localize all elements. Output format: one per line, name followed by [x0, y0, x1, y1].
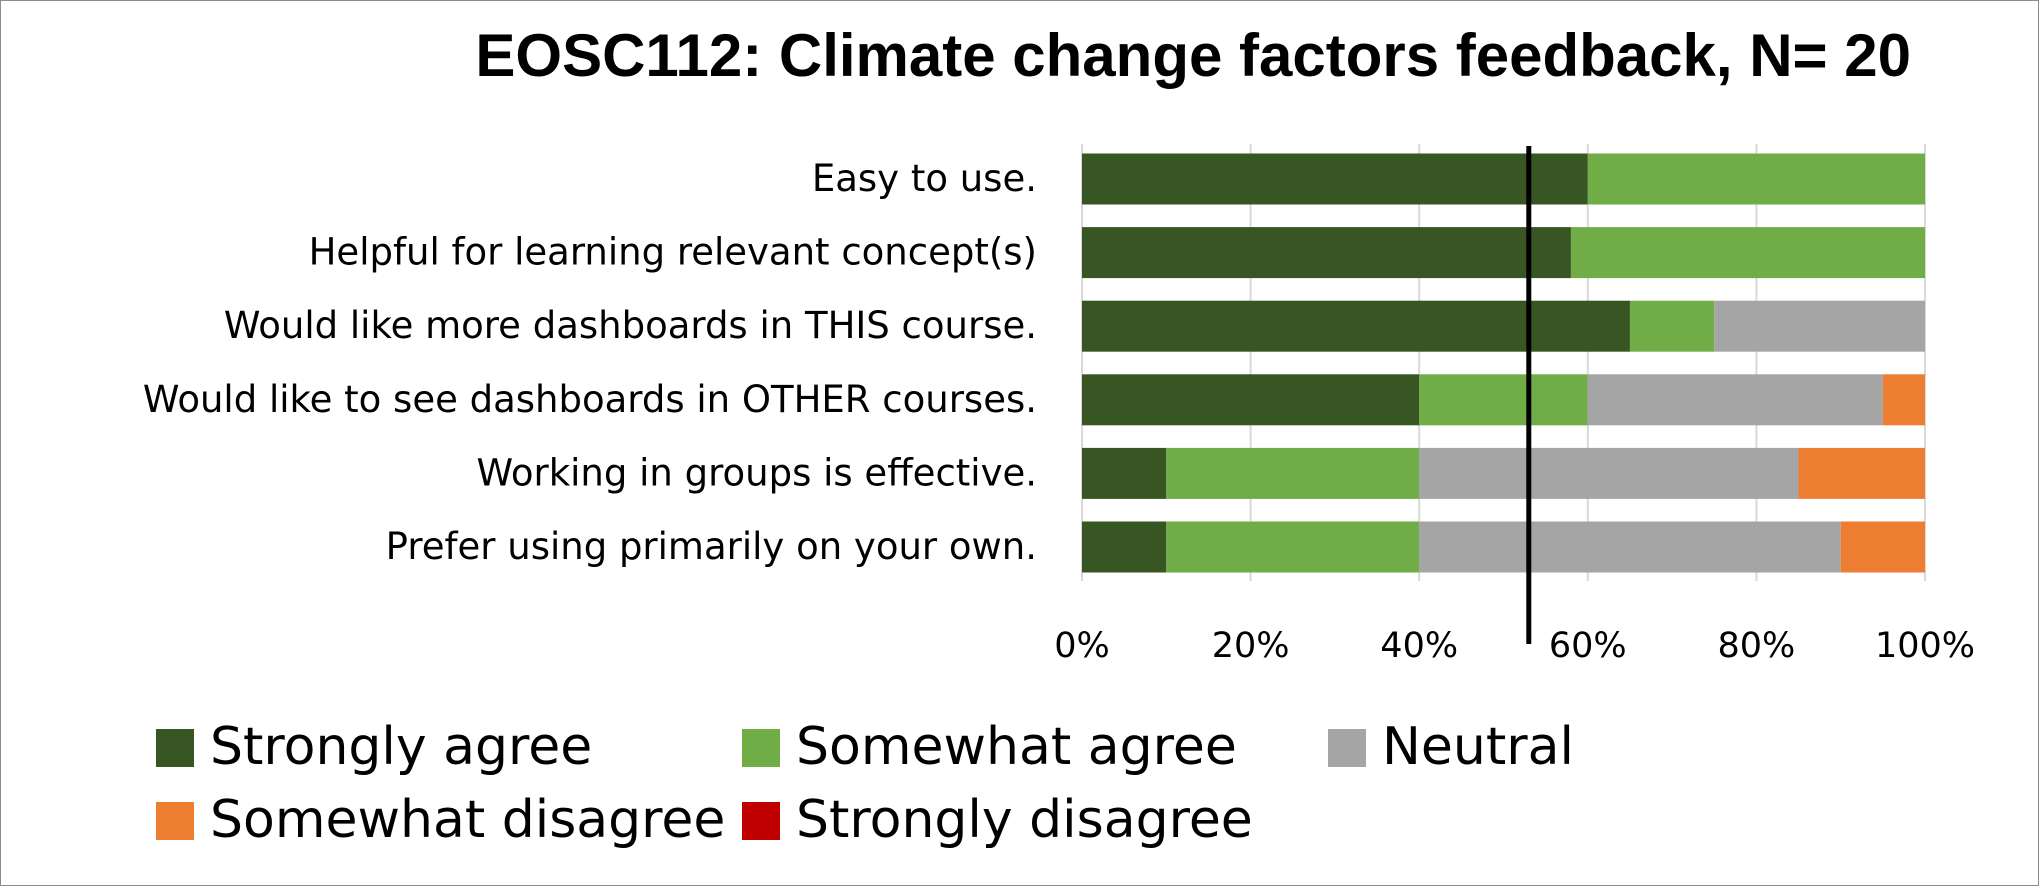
bar-segment [1082, 374, 1420, 426]
bar-segment [1166, 521, 1420, 573]
legend-label: Somewhat disagree [210, 790, 725, 850]
x-tick-label: 40% [1380, 626, 1458, 666]
x-tick-label: 100% [1875, 626, 1975, 666]
legend-label: Strongly agree [210, 717, 592, 777]
category-label: Prefer using primarily on your own. [386, 525, 1037, 568]
bar-segment [1714, 300, 1925, 352]
category-label: Would like to see dashboards in OTHER co… [143, 378, 1037, 421]
legend-swatch [742, 729, 780, 767]
x-tick-label: 20% [1212, 626, 1290, 666]
bar-segment [1840, 521, 1925, 573]
legend-label: Strongly disagree [796, 790, 1253, 850]
legend-swatch [156, 802, 194, 840]
bar-segment [1882, 374, 1925, 426]
legend-swatch [1328, 729, 1366, 767]
legend-swatch [742, 802, 780, 840]
chart-title: EOSC112: Climate change factors feedback… [475, 22, 1911, 89]
bar-segment [1419, 521, 1841, 573]
bar-segment [1419, 447, 1799, 499]
bar-segment [1629, 300, 1715, 352]
gridlines [1081, 144, 1926, 581]
category-label: Would like more dashboards in THIS cours… [224, 304, 1037, 347]
bar-segment [1587, 374, 1883, 426]
legend-swatch [156, 729, 194, 767]
x-tick-label: 0% [1054, 626, 1110, 666]
x-tick-label: 60% [1549, 626, 1627, 666]
legend-label: Somewhat agree [796, 717, 1237, 777]
legend-label: Neutral [1382, 717, 1574, 777]
bar-segment [1166, 447, 1420, 499]
bar-segment [1082, 227, 1571, 279]
bar-segment [1419, 374, 1588, 426]
bar-segment [1798, 447, 1925, 499]
x-tick-labels: 0% 20% 40% 60% 80% 100% [1054, 626, 1975, 666]
bar-segment [1082, 153, 1588, 205]
category-label: Easy to use. [812, 157, 1037, 200]
legend: Strongly agree Somewhat agree Neutral Somew… [156, 717, 1574, 850]
bar-segment [1570, 227, 1925, 279]
category-labels: Easy to use. Helpful for learning relevan… [143, 157, 1037, 568]
bar-segment [1587, 153, 1925, 205]
category-label: Helpful for learning relevant concept(s) [309, 231, 1037, 274]
x-tick-label: 80% [1718, 626, 1796, 666]
bar-segment [1082, 521, 1167, 573]
category-label: Working in groups is effective. [476, 451, 1037, 494]
bars [1082, 153, 1925, 573]
bar-segment [1082, 447, 1167, 499]
bar-segment [1082, 300, 1630, 352]
